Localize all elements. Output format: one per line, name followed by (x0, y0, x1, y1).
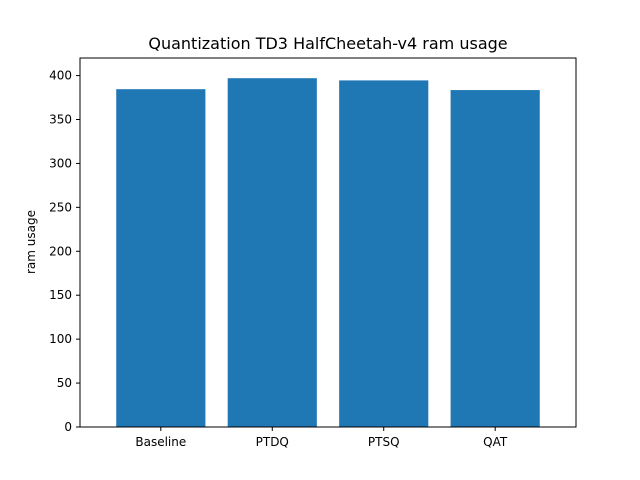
y-tick-label: 200 (49, 244, 72, 258)
chart-title: Quantization TD3 HalfCheetah-v4 ram usag… (148, 34, 507, 53)
bar-baseline (116, 89, 206, 428)
bar-ptsq (339, 80, 429, 428)
x-tick-label: QAT (483, 435, 508, 449)
y-tick-label: 50 (57, 376, 72, 390)
bar-ptdq (227, 78, 317, 427)
bar-qat (450, 90, 540, 427)
y-tick-label: 150 (49, 288, 72, 302)
x-tick-label: PTSQ (368, 435, 400, 449)
y-axis: 0 50 100 150 200 250 300 350 400 (49, 69, 80, 434)
x-tick-label: Baseline (135, 435, 186, 449)
y-tick-label: 350 (49, 113, 72, 127)
bars-group (116, 78, 540, 428)
y-axis-label: ram usage (24, 210, 38, 274)
y-tick-label: 400 (49, 69, 72, 83)
x-tick-label: PTDQ (256, 435, 289, 449)
plot-frame (79, 57, 577, 428)
y-tick-label: 100 (49, 332, 72, 346)
y-tick-label: 250 (49, 200, 72, 214)
y-tick-label: 0 (64, 420, 72, 434)
x-axis: Baseline PTDQ PTSQ QAT (135, 427, 508, 449)
y-tick-label: 300 (49, 156, 72, 170)
